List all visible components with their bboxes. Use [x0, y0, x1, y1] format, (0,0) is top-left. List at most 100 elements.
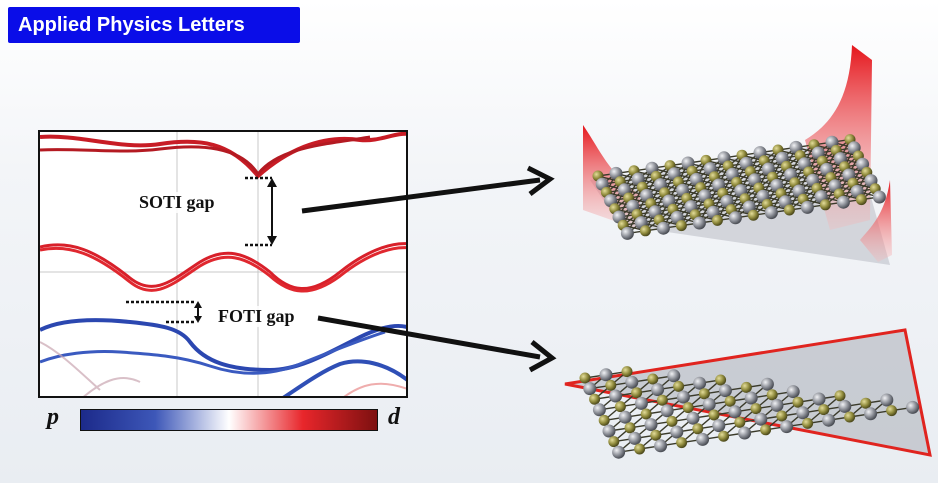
grey-atom [800, 200, 814, 214]
grey-atom [660, 404, 674, 418]
foti-gap-arrow [194, 301, 202, 323]
grey-atom [620, 226, 634, 240]
soti-atoms [592, 134, 886, 240]
d-band-top-1 [40, 132, 406, 179]
gold-atom [640, 408, 652, 420]
grey-atom [812, 392, 826, 406]
grey-atom [651, 383, 665, 397]
gold-atom [656, 394, 668, 406]
corner-state-right [860, 180, 892, 262]
grey-atom [592, 403, 606, 417]
gold-atom [818, 404, 830, 416]
gold-atom [792, 396, 804, 408]
gold-atom [698, 388, 710, 400]
grey-atom [676, 390, 690, 404]
gold-atom [886, 405, 898, 417]
gold-atom [608, 436, 620, 448]
grey-atom [738, 426, 752, 440]
gold-atom [624, 422, 636, 434]
grey-atom [625, 375, 639, 389]
gold-atom [802, 417, 814, 429]
arrow-to-foti-lattice [317, 315, 557, 373]
soti-gap-dashes [245, 176, 272, 247]
d-band-top-2 [40, 135, 371, 177]
grey-atom [583, 382, 597, 396]
gold-atom [589, 393, 601, 405]
journal-badge: Applied Physics Letters [8, 7, 300, 43]
grey-atom [602, 424, 616, 438]
gold-atom [760, 424, 772, 436]
gold-atom [692, 423, 704, 435]
foti-atoms [579, 366, 920, 459]
colorbar-label-p: p [47, 404, 59, 430]
gold-atom [675, 220, 687, 232]
gold-atom [783, 204, 795, 216]
grey-atom [728, 405, 742, 419]
grey-atom [693, 376, 707, 390]
gold-atom [650, 429, 662, 441]
grey-atom [667, 369, 681, 383]
soti-gap-label: SOTI gap [137, 192, 217, 213]
foti-lattice-illustration [564, 328, 932, 459]
gold-atom [776, 410, 788, 422]
gold-atom [844, 411, 856, 423]
grey-atom [764, 206, 778, 220]
band-structure-plot: SOTI gap FOTI gap [38, 130, 408, 398]
gold-atom [766, 389, 778, 401]
grey-atom [599, 368, 613, 382]
gold-atom [718, 430, 730, 442]
d-band-middle-2 [40, 246, 406, 293]
gold-atom [673, 380, 685, 392]
grey-atom [822, 413, 836, 427]
arrow-to-soti-lattice [301, 165, 555, 214]
gold-atom [634, 443, 646, 455]
p-band-2 [40, 330, 386, 375]
grey-atom [838, 399, 852, 413]
gold-atom [676, 437, 688, 449]
grey-atom [634, 396, 648, 410]
grey-atom [609, 389, 623, 403]
gold-atom [631, 387, 643, 399]
grey-atom [702, 397, 716, 411]
p-band-1 [40, 318, 406, 373]
grey-atom [796, 406, 810, 420]
edge-state-outline [564, 328, 932, 457]
grey-atom [628, 431, 642, 445]
grey-atom [872, 190, 886, 204]
grey-atom [670, 425, 684, 439]
gold-atom [734, 416, 746, 428]
grey-atom [612, 445, 626, 459]
grey-atom [744, 391, 758, 405]
grey-atom [780, 420, 794, 434]
grey-atom [696, 432, 710, 446]
gold-atom [579, 372, 591, 384]
gold-atom [750, 403, 762, 415]
grey-atom [760, 377, 774, 391]
grey-atom [836, 195, 850, 209]
foti-gap-label: FOTI gap [216, 306, 297, 327]
grey-atom [712, 419, 726, 433]
gold-atom [819, 199, 831, 211]
grey-atom [754, 412, 768, 426]
gold-atom [605, 379, 617, 391]
grey-atom [728, 211, 742, 225]
d-band-faint [343, 382, 406, 396]
gold-atom [724, 395, 736, 407]
p-band-faint [40, 341, 141, 396]
gold-atom [740, 381, 752, 393]
grey-atom [864, 407, 878, 421]
d-band-middle-1 [40, 242, 406, 290]
grey-atom [686, 411, 700, 425]
gold-atom [639, 225, 651, 237]
grey-atom [718, 384, 732, 398]
gold-atom [614, 401, 626, 413]
gold-atom [682, 402, 694, 414]
grey-atom [654, 439, 668, 453]
gold-atom [666, 415, 678, 427]
gold-atom [834, 390, 846, 402]
grey-atom [644, 418, 658, 432]
gold-atom [598, 414, 610, 426]
band-structure-svg [40, 132, 406, 396]
gold-atom [715, 374, 727, 386]
gold-atom [647, 373, 659, 385]
